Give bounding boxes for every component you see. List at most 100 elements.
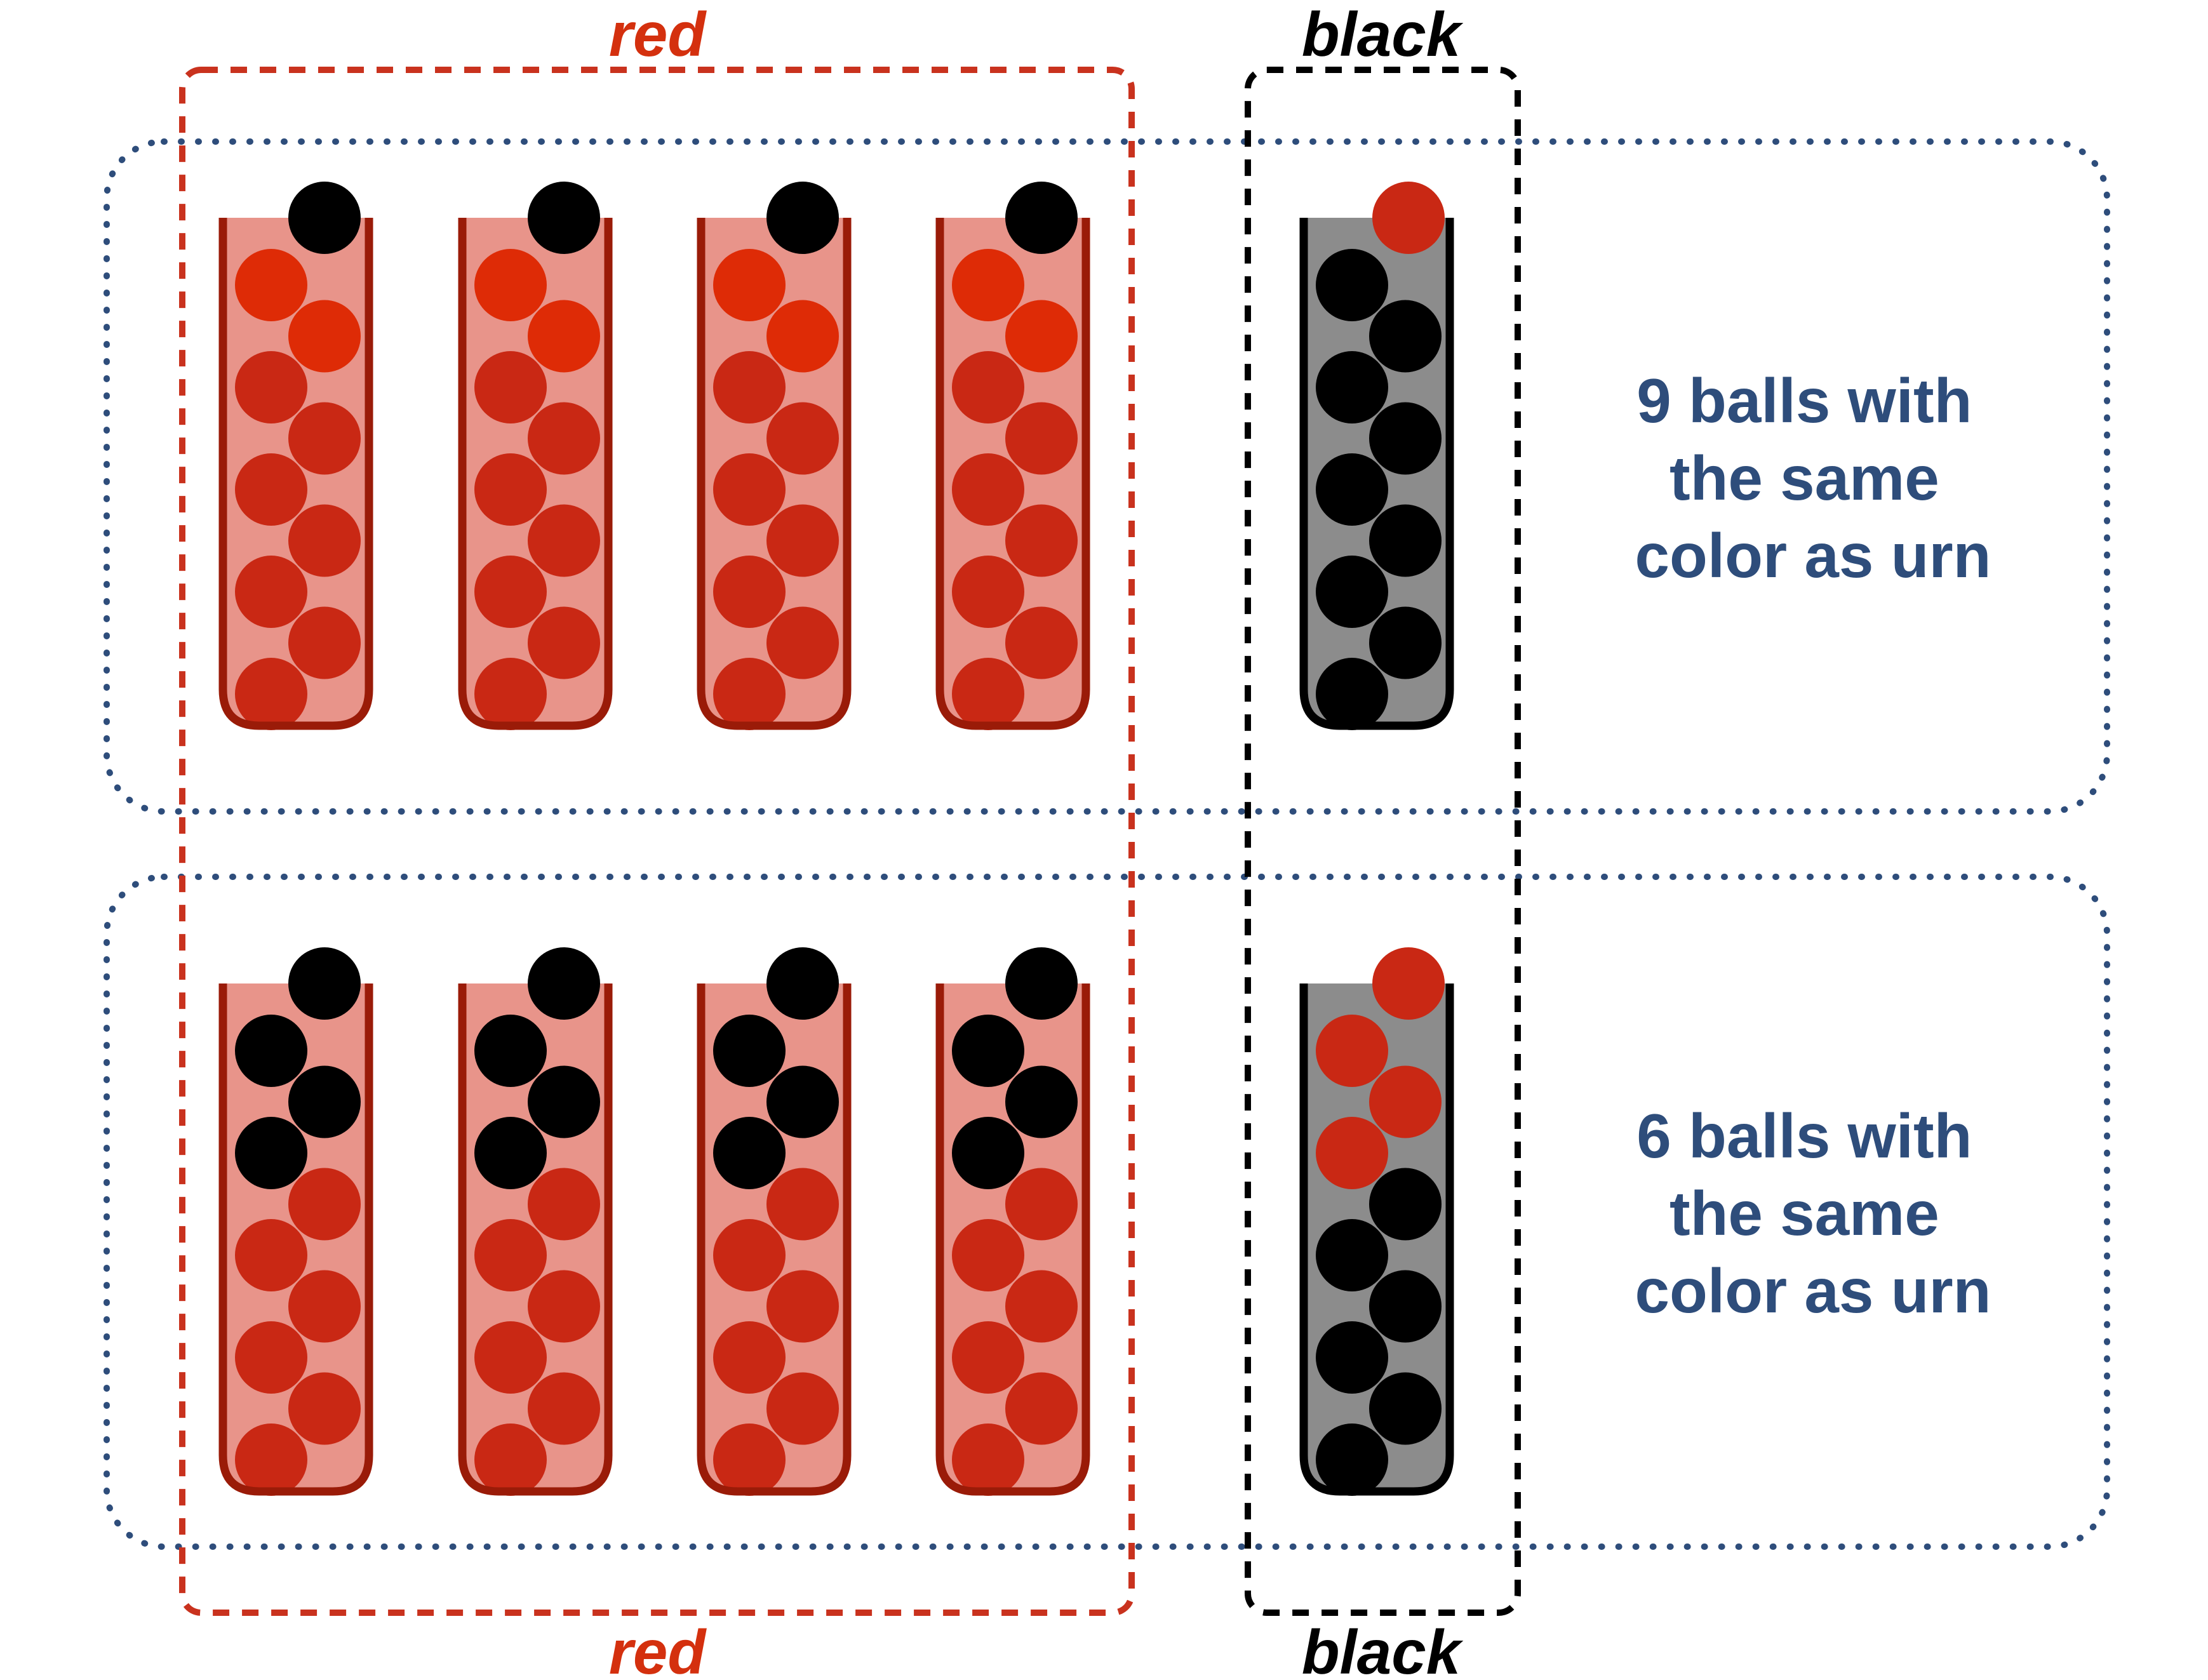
ball-red (528, 1372, 600, 1445)
ball-red (713, 453, 786, 526)
urn-black (1299, 947, 1454, 1496)
ball-black (528, 1065, 600, 1138)
ball-red (713, 1219, 786, 1291)
ball-black (1369, 402, 1442, 475)
urn-red (697, 182, 852, 730)
ball-red (474, 1423, 547, 1496)
ball-red (528, 1270, 600, 1343)
ball-red (235, 249, 307, 321)
ball-red (766, 300, 839, 373)
ball-red (713, 556, 786, 628)
ball-red (952, 1321, 1024, 1394)
ball-red (1005, 606, 1078, 679)
ball-red (1005, 402, 1078, 475)
row-caption-top-line3: color as urn (1635, 521, 1991, 590)
ball-red (1005, 1372, 1078, 1445)
urn-red (697, 947, 852, 1496)
ball-black (288, 1065, 361, 1138)
ball-red (528, 1168, 600, 1241)
ball-red (288, 606, 361, 679)
ball-black-top (1005, 947, 1078, 1020)
ball-red (713, 1423, 786, 1496)
urn-red (458, 947, 613, 1496)
ball-red (766, 402, 839, 475)
ball-black-top (528, 947, 600, 1020)
ball-black (1369, 1168, 1442, 1241)
row-frame-bottom (104, 874, 2110, 1550)
red-group-label-bottom: red (609, 1617, 707, 1680)
ball-red (713, 249, 786, 321)
ball-red (713, 1321, 786, 1394)
ball-red (288, 504, 361, 577)
urns-layer (218, 182, 1454, 1496)
red-group-frame (179, 67, 1135, 1616)
urn-outline (218, 218, 373, 730)
urn-outline (458, 218, 613, 730)
ball-black (1005, 1065, 1078, 1138)
ball-black (1369, 1270, 1442, 1343)
ball-black-top (288, 947, 361, 1020)
ball-red (952, 556, 1024, 628)
ball-red (474, 658, 547, 730)
black-group-label-bottom: black (1302, 1617, 1464, 1680)
ball-black (235, 1117, 307, 1189)
ball-black (1369, 504, 1442, 577)
ball-red (713, 658, 786, 730)
ball-red (1005, 1168, 1078, 1241)
ball-red (1005, 504, 1078, 577)
ball-red (235, 1423, 307, 1496)
urn-outline (697, 218, 852, 730)
ball-red (766, 1372, 839, 1445)
urn-outline (935, 983, 1090, 1496)
ball-black-top (766, 947, 839, 1020)
urn-red (935, 182, 1090, 730)
ball-red (952, 351, 1024, 423)
ball-red (235, 453, 307, 526)
ball-black (1316, 1321, 1388, 1394)
urn-red (935, 947, 1090, 1496)
urn-red (218, 182, 373, 730)
row-caption-bottom: 6 balls with the same color as urn (1635, 1101, 1991, 1326)
ball-black-top (1005, 182, 1078, 254)
ball-black (474, 1117, 547, 1189)
ball-red (474, 1321, 547, 1394)
ball-black-top (288, 182, 361, 254)
ball-red (235, 556, 307, 628)
ball-red (235, 351, 307, 423)
ball-black (1369, 606, 1442, 679)
ball-black (1316, 1219, 1388, 1291)
ball-red (1316, 1015, 1388, 1087)
row-caption-bottom-line3: color as urn (1635, 1256, 1991, 1326)
ball-red (288, 1270, 361, 1343)
ball-red (235, 1219, 307, 1291)
ball-red (766, 1270, 839, 1343)
black-group-label-top: black (1302, 0, 1464, 69)
ball-black (1369, 300, 1442, 373)
ball-black (235, 1015, 307, 1087)
urn-outline (218, 983, 373, 1496)
ball-red (288, 1372, 361, 1445)
ball-red (528, 606, 600, 679)
row-caption-top-line1: 9 balls with (1636, 366, 1972, 436)
ball-black-top (528, 182, 600, 254)
ball-red (766, 504, 839, 577)
ball-black (1316, 658, 1388, 730)
ball-red (952, 1423, 1024, 1496)
ball-red (1005, 300, 1078, 373)
ball-black (1316, 249, 1388, 321)
row-caption-top-line2: the same (1669, 443, 1939, 513)
urn-red (458, 182, 613, 730)
ball-red (474, 453, 547, 526)
urn-outline (1299, 218, 1454, 730)
ball-red (713, 351, 786, 423)
black-group-frame (1245, 67, 1521, 1616)
row-frame-top (104, 138, 2110, 815)
ball-red (474, 249, 547, 321)
row-caption-top: 9 balls with the same color as urn (1635, 366, 1991, 590)
ball-red (288, 402, 361, 475)
ball-red-top (1372, 947, 1445, 1020)
ball-red (952, 249, 1024, 321)
ball-red (288, 300, 361, 373)
ball-red (952, 1219, 1024, 1291)
ball-black (1316, 351, 1388, 423)
